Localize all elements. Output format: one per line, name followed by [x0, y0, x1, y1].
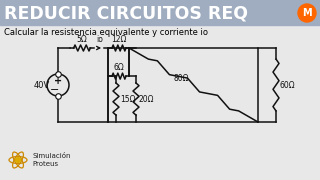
Text: Calcular la resistencia equivalente y corriente io: Calcular la resistencia equivalente y co… [4, 28, 208, 37]
Text: +: + [54, 76, 62, 86]
Text: Simulación: Simulación [32, 153, 70, 159]
Text: 40V: 40V [34, 80, 50, 89]
Text: 80Ω: 80Ω [174, 73, 189, 82]
Text: 5Ω: 5Ω [76, 35, 87, 44]
Text: M: M [302, 8, 312, 18]
Circle shape [15, 158, 20, 163]
Text: REDUCIR CIRCUITOS REQ: REDUCIR CIRCUITOS REQ [4, 4, 248, 22]
Bar [108, 48, 258, 122]
Text: 20Ω: 20Ω [139, 94, 155, 103]
Text: 12Ω: 12Ω [111, 35, 127, 44]
Text: Proteus: Proteus [32, 161, 58, 167]
Text: io: io [97, 35, 103, 44]
Text: −: − [50, 85, 60, 95]
Text: 60Ω: 60Ω [280, 80, 296, 89]
Bar [0, 0, 320, 25]
Circle shape [298, 4, 316, 22]
Text: 6Ω: 6Ω [114, 63, 124, 72]
Text: 15Ω: 15Ω [120, 94, 135, 103]
